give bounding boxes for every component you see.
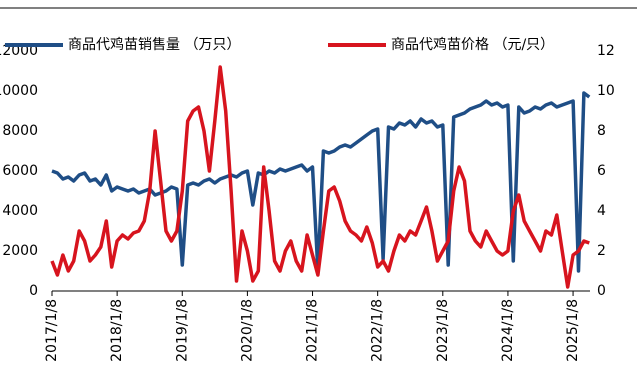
x-tick-label: 2020/1/8 [239,299,255,362]
series-line [51,91,591,273]
legend-label: 商品代鸡苗价格 （元/只） [391,36,554,53]
legend-label: 商品代鸡苗销售量 （万只） [68,36,240,53]
y2-tick-label: 2 [597,243,606,259]
x-tick-label: 2025/1/8 [565,299,581,362]
series-line [50,65,590,289]
y2-tick-label: 10 [597,83,615,99]
y-tick-label: 4000 [2,203,38,219]
y-tick-label: 2000 [2,243,38,259]
x-tick-label: 2018/1/8 [109,299,125,362]
y2-tick-label: 12 [597,43,615,59]
y2-tick-label: 0 [597,283,606,299]
y2-tick-label: 4 [597,203,606,219]
x-tick-label: 2024/1/8 [500,299,516,362]
y2-tick-label: 6 [597,163,606,179]
y-tick-label: 6000 [2,163,38,179]
y-tick-label: 8000 [2,123,38,139]
x-tick-label: 2022/1/8 [370,299,386,362]
x-tick-label: 2019/1/8 [174,299,190,362]
y2-tick-label: 8 [597,123,606,139]
x-tick-label: 2023/1/8 [435,299,451,362]
y-tick-label: 0 [29,283,38,299]
y-tick-label: 10000 [0,83,38,99]
x-tick-label: 2017/1/8 [44,299,60,362]
x-tick-label: 2021/1/8 [305,299,321,362]
